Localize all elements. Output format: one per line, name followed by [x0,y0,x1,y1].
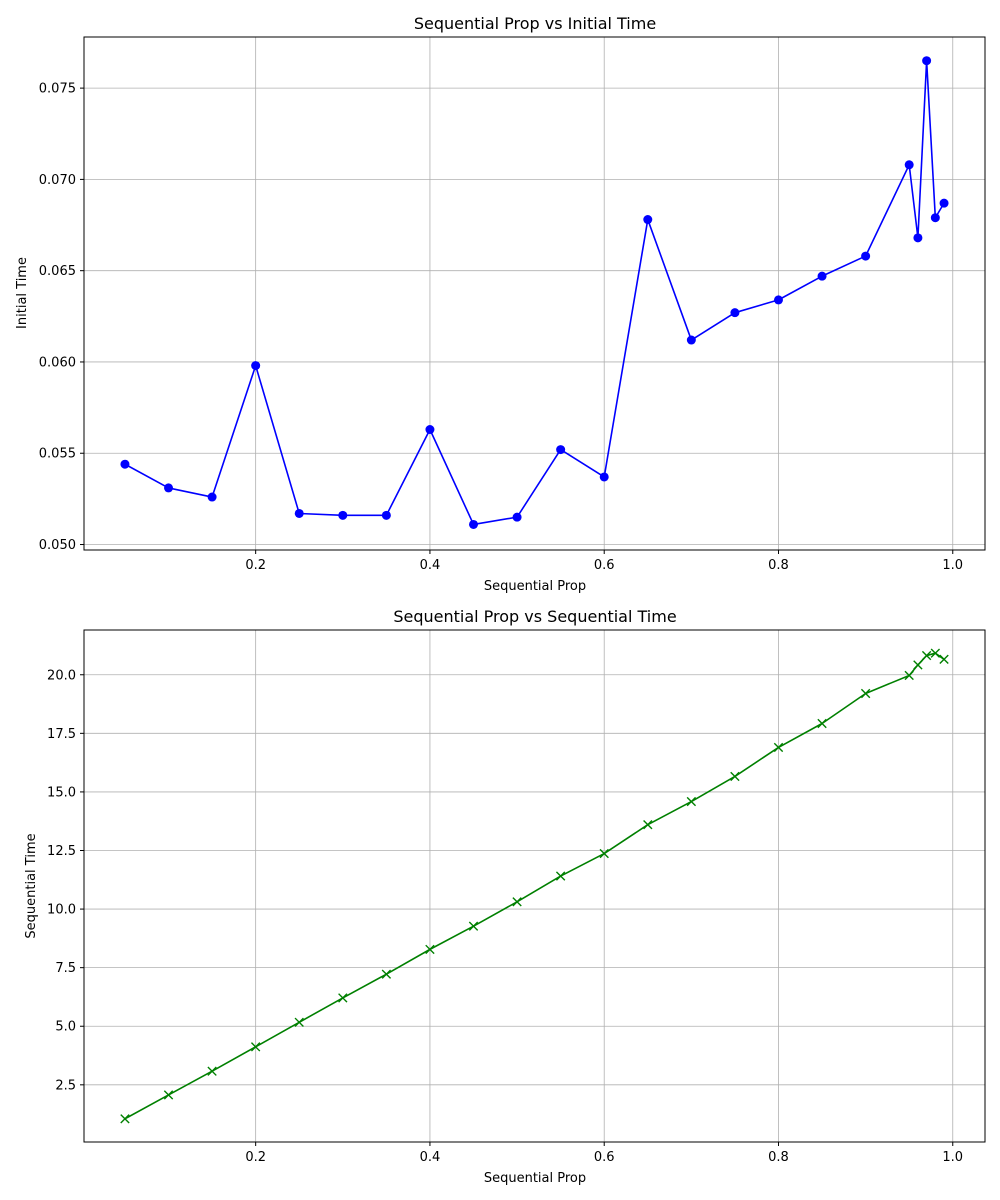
data-point [939,654,949,664]
data-point [730,308,740,318]
initial-time-chart: Sequential Prop vs Initial Time Sequenti… [15,14,986,594]
data-point [939,198,949,208]
data-point [930,213,940,223]
data-point [251,361,261,371]
data-point [207,1066,217,1076]
data-point [922,56,932,66]
y-tick-label: 20.0 [47,668,76,683]
data-point [861,251,871,261]
y-tick-label: 0.065 [39,264,76,279]
data-point [599,472,609,482]
data-point [512,512,522,522]
data-points [120,56,949,529]
data-point [686,796,697,807]
x-tick-label: 0.6 [594,558,615,573]
data-point [817,271,827,281]
data-point [643,215,653,225]
x-tick-label: 0.4 [420,1150,441,1165]
data-point [643,820,653,830]
grid [84,630,985,1142]
y-tick-label: 5.0 [55,1020,76,1035]
data-point [773,295,783,305]
y-tick-label: 17.5 [47,727,76,742]
y-tick-label: 0.060 [39,355,76,370]
x-tick-label: 0.6 [594,1150,615,1165]
x-tick-label: 0.8 [768,1150,789,1165]
data-point [163,1090,174,1100]
data-point [686,335,696,345]
data-point [381,510,391,520]
y-tick-label: 0.050 [39,538,76,553]
data-point [425,425,435,435]
chart-title: Sequential Prop vs Sequential Time [393,607,676,626]
y-tick-label: 7.5 [55,961,76,976]
y-tick-label: 10.0 [47,903,76,918]
data-point [164,483,174,493]
data-point [730,771,740,782]
x-tick-label: 0.4 [420,558,441,573]
data-point [294,1017,304,1027]
plot-frame [83,629,986,1143]
x-tick-label: 0.8 [768,558,789,573]
data-point [381,969,392,979]
data-point [338,993,348,1003]
data-point [294,508,304,518]
data-point [120,459,130,469]
y-tick-label: 0.070 [39,173,76,188]
data-point [773,742,784,753]
y-tick-label: 0.055 [39,447,76,462]
data-point [860,688,871,699]
plot-frame [83,36,986,551]
y-tick-label: 12.5 [47,844,76,859]
data-point [250,1042,261,1052]
x-tick-label: 1.0 [942,558,963,573]
data-point [425,944,435,955]
y-axis-label: Sequential Time [24,833,39,938]
data-point [556,445,566,455]
y-tick-label: 15.0 [47,785,76,800]
data-point [338,510,348,520]
chart-title: Sequential Prop vs Initial Time [414,14,656,33]
sequential-time-chart: Sequential Prop vs Sequential Time Seque… [24,607,986,1186]
data-point [599,848,609,859]
x-tick-label: 0.2 [245,1150,266,1165]
y-axis-label: Initial Time [15,257,30,329]
data-point [817,718,827,729]
data-point [120,1114,130,1124]
data-point [921,650,932,661]
data-point [930,648,941,658]
data-point [469,519,479,529]
data-point [207,492,217,502]
y-tick-label: 2.5 [55,1078,76,1093]
data-points [120,648,949,1124]
x-tick-label: 1.0 [942,1150,963,1165]
data-point [913,660,923,670]
data-point [904,670,914,681]
data-point [512,897,522,907]
y-tick-label: 0.075 [39,82,76,97]
data-point [913,233,923,243]
x-axis-label: Sequential Prop [484,579,586,594]
x-tick-label: 0.2 [245,558,266,573]
data-point [904,160,914,170]
data-point [468,921,479,931]
x-axis-label: Sequential Prop [484,1171,586,1186]
data-point [555,871,566,881]
